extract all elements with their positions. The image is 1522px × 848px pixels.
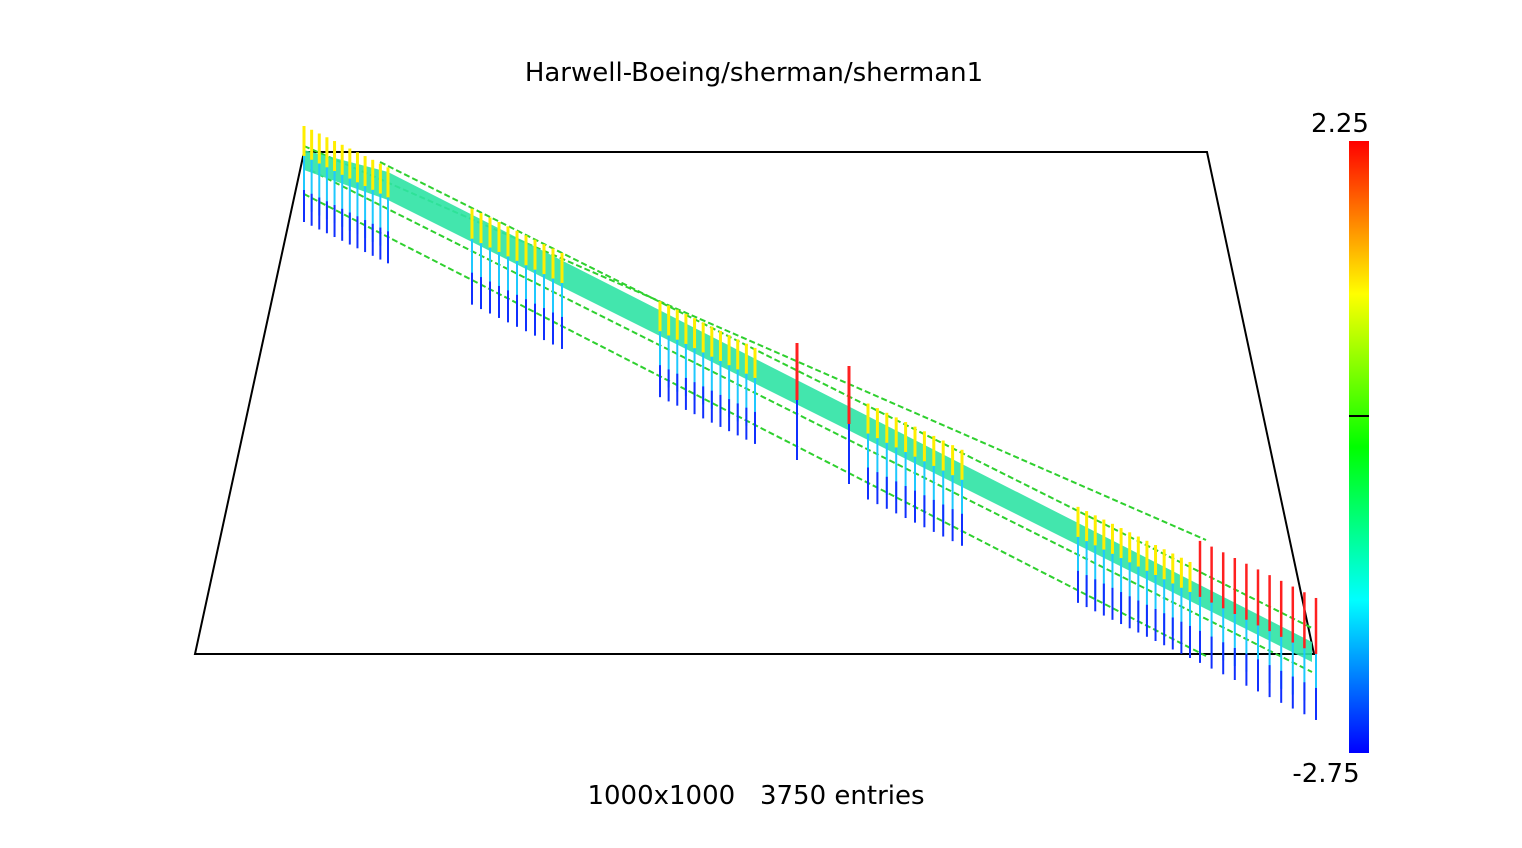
chart-title: Harwell-Boeing/sherman/sherman1 (525, 58, 983, 88)
colorbar-max-label: 2.25 (1311, 109, 1369, 139)
diagonal-band (304, 150, 1312, 662)
colorbar-min-label: -2.75 (1292, 759, 1359, 789)
colorbar (1349, 141, 1369, 753)
plot-base-plane (193, 151, 1316, 655)
off-diagonal-line (309, 169, 1313, 673)
matrix-entry-spikes (302, 126, 1318, 720)
matrix-size-caption: 1000x1000 3750 entries (587, 781, 924, 811)
